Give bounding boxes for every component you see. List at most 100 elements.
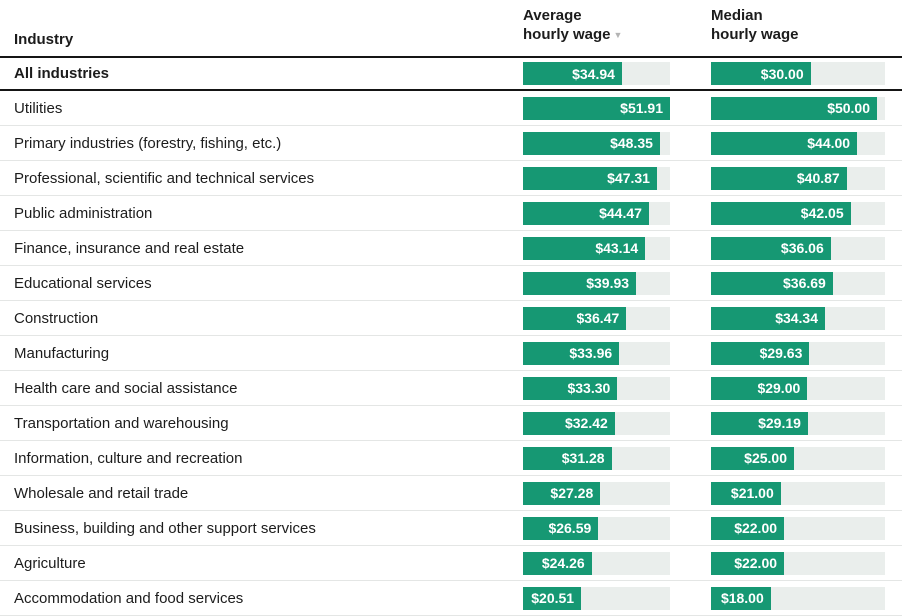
table-row: Manufacturing $33.96 $29.63 xyxy=(0,336,902,371)
average-bar-track: $26.59 xyxy=(523,516,670,540)
average-value: $43.14 xyxy=(595,240,639,256)
average-bar-track: $20.51 xyxy=(523,586,670,610)
industry-label: Information, culture and recreation xyxy=(14,449,243,467)
table-row: Accommodation and food services $20.51 $… xyxy=(0,581,902,616)
average-value: $26.59 xyxy=(548,520,592,536)
average-bar: $33.30 xyxy=(523,376,618,400)
industry-label: Agriculture xyxy=(14,554,86,572)
average-header-line2: hourly wage xyxy=(523,26,611,43)
median-bar-track: $18.00 xyxy=(711,586,885,610)
median-value: $36.06 xyxy=(780,240,824,256)
column-header-industry[interactable]: Industry xyxy=(14,31,74,48)
industry-label: Construction xyxy=(14,309,99,327)
median-value: $21.00 xyxy=(730,485,774,501)
average-bar: $36.47 xyxy=(523,306,627,330)
median-bar: $29.19 xyxy=(711,411,808,435)
average-bar-track: $33.96 xyxy=(523,341,670,365)
average-bar-track: $43.14 xyxy=(523,236,670,260)
table-body: All industries $34.94 $30.00 Utilities $… xyxy=(0,58,902,616)
industry-label: All industries xyxy=(14,65,110,82)
table-row: Transportation and warehousing $32.42 $2… xyxy=(0,406,902,441)
industry-label: Accommodation and food services xyxy=(14,589,244,607)
industry-label: Professional, scientific and technical s… xyxy=(14,169,315,187)
industry-label: Finance, insurance and real estate xyxy=(14,239,245,257)
median-bar: $50.00 xyxy=(711,96,878,120)
column-header-median[interactable]: Median hourly wage xyxy=(711,6,799,44)
median-bar-track: $40.87 xyxy=(711,166,885,190)
industry-label: Business, building and other support ser… xyxy=(14,519,316,537)
median-value: $29.00 xyxy=(757,380,801,396)
average-bar: $43.14 xyxy=(523,236,646,260)
median-bar-track: $29.00 xyxy=(711,376,885,400)
median-bar-track: $25.00 xyxy=(711,446,885,470)
average-value: $44.47 xyxy=(599,205,642,221)
median-bar: $22.00 xyxy=(711,551,785,575)
average-bar: $20.51 xyxy=(523,586,582,610)
average-bar-track: $39.93 xyxy=(523,271,670,295)
average-value: $51.91 xyxy=(620,100,663,116)
median-bar: $42.05 xyxy=(711,201,851,225)
median-value: $42.05 xyxy=(800,205,844,221)
average-value: $47.31 xyxy=(607,170,650,186)
average-bar: $34.94 xyxy=(523,62,622,85)
average-bar-track: $31.28 xyxy=(523,446,670,470)
median-value: $25.00 xyxy=(744,450,787,466)
average-bar-track: $32.42 xyxy=(523,411,670,435)
average-bar-track: $44.47 xyxy=(523,201,670,225)
average-bar: $44.47 xyxy=(523,201,649,225)
average-bar-track: $47.31 xyxy=(523,166,670,190)
median-bar-track: $36.06 xyxy=(711,236,885,260)
average-value: $39.93 xyxy=(586,275,630,291)
average-bar-track: $36.47 xyxy=(523,306,670,330)
industry-label: Public administration xyxy=(14,204,153,222)
industry-label: Manufacturing xyxy=(14,344,110,362)
average-value: $48.35 xyxy=(610,135,653,151)
average-bar: $27.28 xyxy=(523,481,601,505)
average-bar-track: $48.35 xyxy=(523,131,670,155)
average-value: $20.51 xyxy=(531,590,575,606)
average-bar: $32.42 xyxy=(523,411,615,435)
sort-descending-icon: ▼ xyxy=(613,30,623,40)
median-value: $18.00 xyxy=(720,590,764,606)
industry-label: Educational services xyxy=(14,274,152,292)
average-bar-track: $24.26 xyxy=(523,551,670,575)
median-bar-track: $29.19 xyxy=(711,411,885,435)
median-value: $40.87 xyxy=(796,170,840,186)
average-value: $31.28 xyxy=(561,450,605,466)
industry-label: Health care and social assistance xyxy=(14,379,238,397)
median-value: $22.00 xyxy=(734,520,778,536)
average-value: $27.28 xyxy=(550,485,594,501)
wage-comparison-table: Industry Average hourly wage ▼ Median hou… xyxy=(0,6,902,616)
median-value: $30.00 xyxy=(760,65,804,82)
table-row: Agriculture $24.26 $22.00 xyxy=(0,546,902,581)
median-bar-track: $30.00 xyxy=(711,62,885,85)
average-bar-track: $34.94 xyxy=(523,62,670,85)
column-header-average[interactable]: Average hourly wage ▼ xyxy=(523,6,622,45)
industry-label: Utilities xyxy=(14,99,63,117)
median-value: $50.00 xyxy=(827,100,871,116)
average-bar: $31.28 xyxy=(523,446,612,470)
table-row: Finance, insurance and real estate $43.1… xyxy=(0,231,902,266)
median-bar: $30.00 xyxy=(711,62,811,85)
table-row: Business, building and other support ser… xyxy=(0,511,902,546)
average-bar: $39.93 xyxy=(523,271,637,295)
median-value: $29.19 xyxy=(758,415,801,431)
median-value: $36.69 xyxy=(783,275,826,291)
table-row: Health care and social assistance $33.30… xyxy=(0,371,902,406)
median-bar: $29.00 xyxy=(711,376,808,400)
median-bar-track: $50.00 xyxy=(711,96,885,120)
table-row: Information, culture and recreation $31.… xyxy=(0,441,902,476)
average-bar: $51.91 xyxy=(523,96,670,120)
average-value: $34.94 xyxy=(572,65,615,82)
median-bar-track: $22.00 xyxy=(711,516,885,540)
median-bar: $44.00 xyxy=(711,131,858,155)
average-bar-track: $51.91 xyxy=(523,96,670,120)
table-row: Wholesale and retail trade $27.28 $21.00 xyxy=(0,476,902,511)
average-bar: $47.31 xyxy=(523,166,657,190)
median-header-line1: Median xyxy=(711,7,763,24)
average-value: $33.96 xyxy=(569,345,613,361)
median-bar: $25.00 xyxy=(711,446,794,470)
average-bar: $24.26 xyxy=(523,551,592,575)
median-bar: $29.63 xyxy=(711,341,810,365)
industry-label: Wholesale and retail trade xyxy=(14,484,189,502)
